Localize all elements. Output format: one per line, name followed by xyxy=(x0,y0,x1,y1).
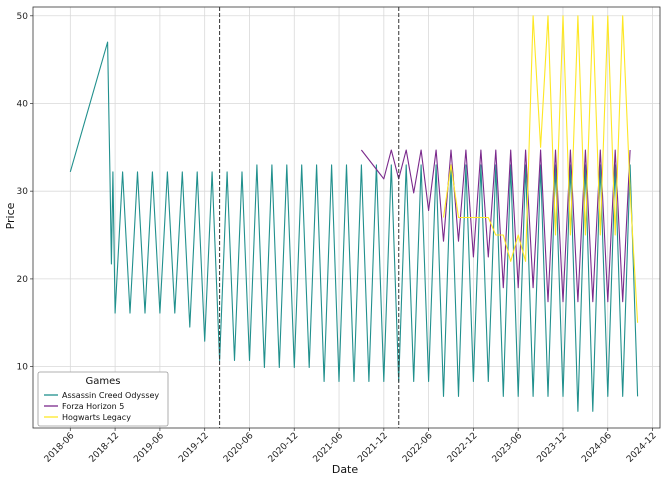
y-tick-label: 20 xyxy=(17,275,29,285)
y-tick-label: 40 xyxy=(17,99,29,109)
legend-entry-hogwarts-legacy: Hogwarts Legacy xyxy=(62,413,131,422)
legend-entry-assassin-creed-odyssey: Assassin Creed Odyssey xyxy=(62,391,159,400)
chart-marks xyxy=(69,7,639,428)
series-line-forza-horizon-5 xyxy=(360,149,631,303)
plot-frame xyxy=(32,6,661,429)
y-tick-label: 50 xyxy=(17,12,29,22)
legend-entry-forza-horizon-5: Forza Horizon 5 xyxy=(62,402,124,411)
x-axis-label: Date xyxy=(332,463,359,476)
series-line-hogwarts-legacy xyxy=(442,15,639,323)
legend: Games Assassin Creed Odyssey Forza Horiz… xyxy=(37,371,169,427)
legend-title: Games xyxy=(86,376,121,387)
y-axis-label: Price xyxy=(4,202,17,229)
legend-box xyxy=(37,371,169,427)
series-line-assassin-creed-odyssey xyxy=(69,41,639,412)
y-tick-label: 10 xyxy=(17,363,29,373)
y-tick-label: 30 xyxy=(17,187,29,197)
